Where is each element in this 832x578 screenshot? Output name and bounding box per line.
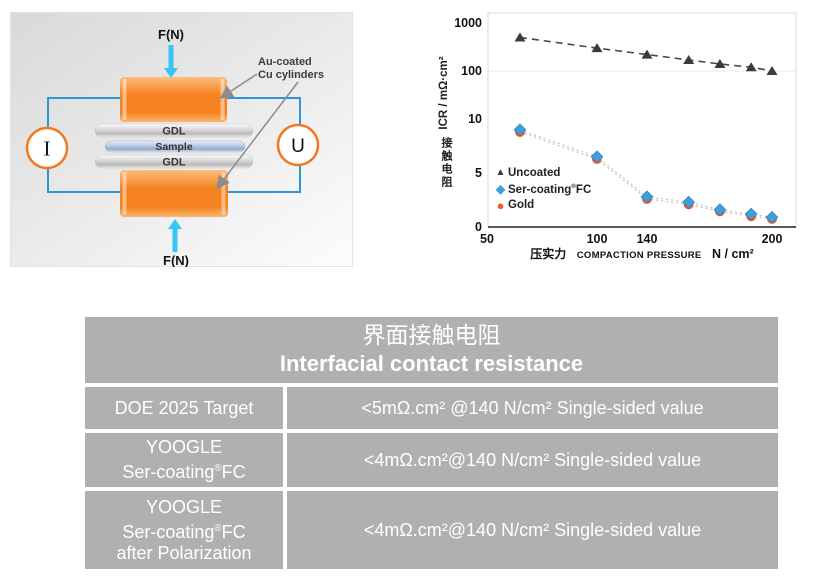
gdl-bottom-label: GDL	[162, 157, 186, 169]
sample-layer	[104, 140, 246, 153]
legend-item: ● Gold	[494, 197, 591, 213]
force-arrow-bottom-head	[168, 219, 182, 229]
row-value-cell: <4mΩ.cm²@140 N/cm² Single-sided value	[287, 433, 778, 487]
data-point-diamond	[744, 207, 758, 221]
top-cylinder-highlight-left	[122, 79, 127, 120]
data-point-triangle	[714, 58, 726, 68]
table-row: YOOGLE Ser-coating®FC after Polarization <…	[85, 491, 778, 569]
circuit-wire-left-bottom	[47, 168, 120, 193]
bottom-cylinder-highlight-left	[122, 172, 127, 215]
circuit-wire-right-bottom	[228, 165, 301, 193]
x-axis-label-unit: N / cm²	[712, 247, 754, 261]
x-axis-label-zh: 压实力	[530, 247, 567, 261]
legend-item: ◆ Ser-coating®FC	[494, 181, 591, 197]
cylinder-annotation-line1: Au-coated	[258, 56, 312, 68]
y-tick-label: 10	[468, 112, 482, 126]
current-meter-label: I	[44, 137, 51, 161]
force-label-bottom: F(N)	[163, 253, 189, 267]
table-title-zh: 界面接触电阻	[362, 323, 501, 348]
row-label-line: Ser-coating®FC	[122, 462, 246, 482]
row-label-cell: DOE 2025 Target	[85, 387, 283, 429]
data-point-triangle	[514, 32, 526, 42]
cylinder-annotation-line2: Cu cylinders	[258, 69, 324, 81]
x-axis-label-en: COMPACTION PRESSURE	[576, 250, 702, 261]
sample-label: Sample	[155, 141, 193, 153]
current-meter	[25, 126, 69, 170]
voltage-meter	[276, 123, 320, 167]
table-title-en: Interfacial contact resistance	[279, 351, 584, 376]
legend-label: Ser-coating®FC	[508, 182, 592, 196]
data-point-triangle	[745, 62, 757, 72]
data-point-triangle	[641, 49, 653, 59]
y-tick-label: 5	[475, 166, 482, 180]
voltage-meter-label: U	[291, 136, 305, 157]
row-label-cell: YOOGLE Ser-coating®FC	[85, 433, 283, 487]
data-point-triangle	[591, 43, 603, 53]
x-tick-label: 50	[480, 232, 494, 246]
table-rows: DOE 2025 Target <5mΩ.cm² @140 N/cm² Sing…	[85, 387, 778, 569]
icr-table: 界面接触电阻 Interfacial contact resistance DO…	[85, 317, 778, 569]
y-tick-label: 0	[475, 220, 482, 234]
circuit-wire-right-top	[227, 97, 301, 125]
x-tick-label: 200	[762, 232, 783, 246]
row-label-line: DOE 2025 Target	[114, 397, 254, 418]
x-axis-label: 压实力 COMPACTION PRESSURE N / cm²	[488, 245, 796, 263]
data-point-diamond	[513, 123, 527, 137]
x-tick-label: 140	[637, 232, 658, 246]
legend-label: Uncoated	[508, 167, 561, 179]
x-tick-label: 100	[587, 232, 608, 246]
data-point-triangle	[683, 54, 695, 64]
row-value: <4mΩ.cm²@140 N/cm² Single-sided value	[363, 449, 702, 470]
annotation-arrow-to-bottom-cylinder	[216, 81, 299, 190]
data-point-diamond	[590, 150, 604, 164]
measurement-diagram-svg: F(N) F(N) GDL Sample GDL I U	[10, 12, 353, 268]
legend-marker-triangle: ▲	[495, 167, 506, 178]
row-label-line: after Polarization	[116, 542, 252, 563]
row-value-cell: <5mΩ.cm² @140 N/cm² Single-sided value	[287, 387, 778, 429]
row-label-line: YOOGLE	[145, 496, 223, 517]
gdl-top-layer	[94, 123, 254, 138]
icr-chart: 1000 100 10 5 0 50 100 140 200 ICR / mΩ·cm² 接触电阻…	[430, 0, 832, 290]
legend-label: Gold	[508, 199, 535, 211]
table-row: YOOGLE Ser-coating®FC <4mΩ.cm²@140 N/cm² …	[85, 433, 778, 487]
measurement-setup-diagram: F(N) F(N) GDL Sample GDL I U	[10, 12, 353, 268]
row-label-line: Ser-coating®FC	[122, 521, 246, 542]
top-cu-cylinder	[120, 77, 227, 122]
data-point-diamond	[682, 195, 696, 209]
y-axis-label-zh: 接触电阻	[440, 137, 452, 189]
force-label-top: F(N)	[158, 27, 184, 42]
chart-legend: ▲ Uncoated ◆ Ser-coating®FC ● Gold	[494, 165, 592, 213]
row-value-cell: <4mΩ.cm²@140 N/cm² Single-sided value	[287, 491, 778, 569]
row-value: <5mΩ.cm² @140 N/cm² Single-sided value	[361, 397, 704, 418]
y-axis-label-en: ICR / mΩ·cm²	[438, 56, 450, 130]
gdl-bottom-layer	[94, 154, 254, 169]
gdl-top-label: GDL	[162, 126, 186, 138]
force-arrow-top-head	[164, 68, 178, 78]
data-point-diamond	[765, 210, 779, 224]
y-tick-label: 1000	[454, 16, 482, 30]
row-label-cell: YOOGLE Ser-coating®FC after Polarization	[85, 491, 283, 569]
data-point-triangle	[766, 66, 778, 75]
top-cylinder-highlight-right	[220, 79, 225, 120]
y-tick-label: 100	[461, 64, 482, 78]
table-header: 界面接触电阻 Interfacial contact resistance	[85, 317, 778, 383]
plot-border	[487, 12, 797, 227]
legend-marker-circle: ●	[496, 197, 505, 213]
bottom-cu-cylinder	[120, 170, 228, 217]
data-point-diamond	[640, 190, 654, 204]
data-point-diamond	[713, 203, 727, 217]
legend-marker-diamond: ◆	[495, 182, 506, 196]
circuit-wire-left-top	[47, 97, 120, 128]
legend-item: ▲ Uncoated	[494, 165, 591, 181]
annotation-arrow-to-top-cylinder	[219, 73, 258, 99]
table-row: DOE 2025 Target <5mΩ.cm² @140 N/cm² Sing…	[85, 387, 778, 429]
row-label-line: YOOGLE	[145, 437, 223, 457]
row-value: <4mΩ.cm²@140 N/cm² Single-sided value	[363, 519, 702, 540]
